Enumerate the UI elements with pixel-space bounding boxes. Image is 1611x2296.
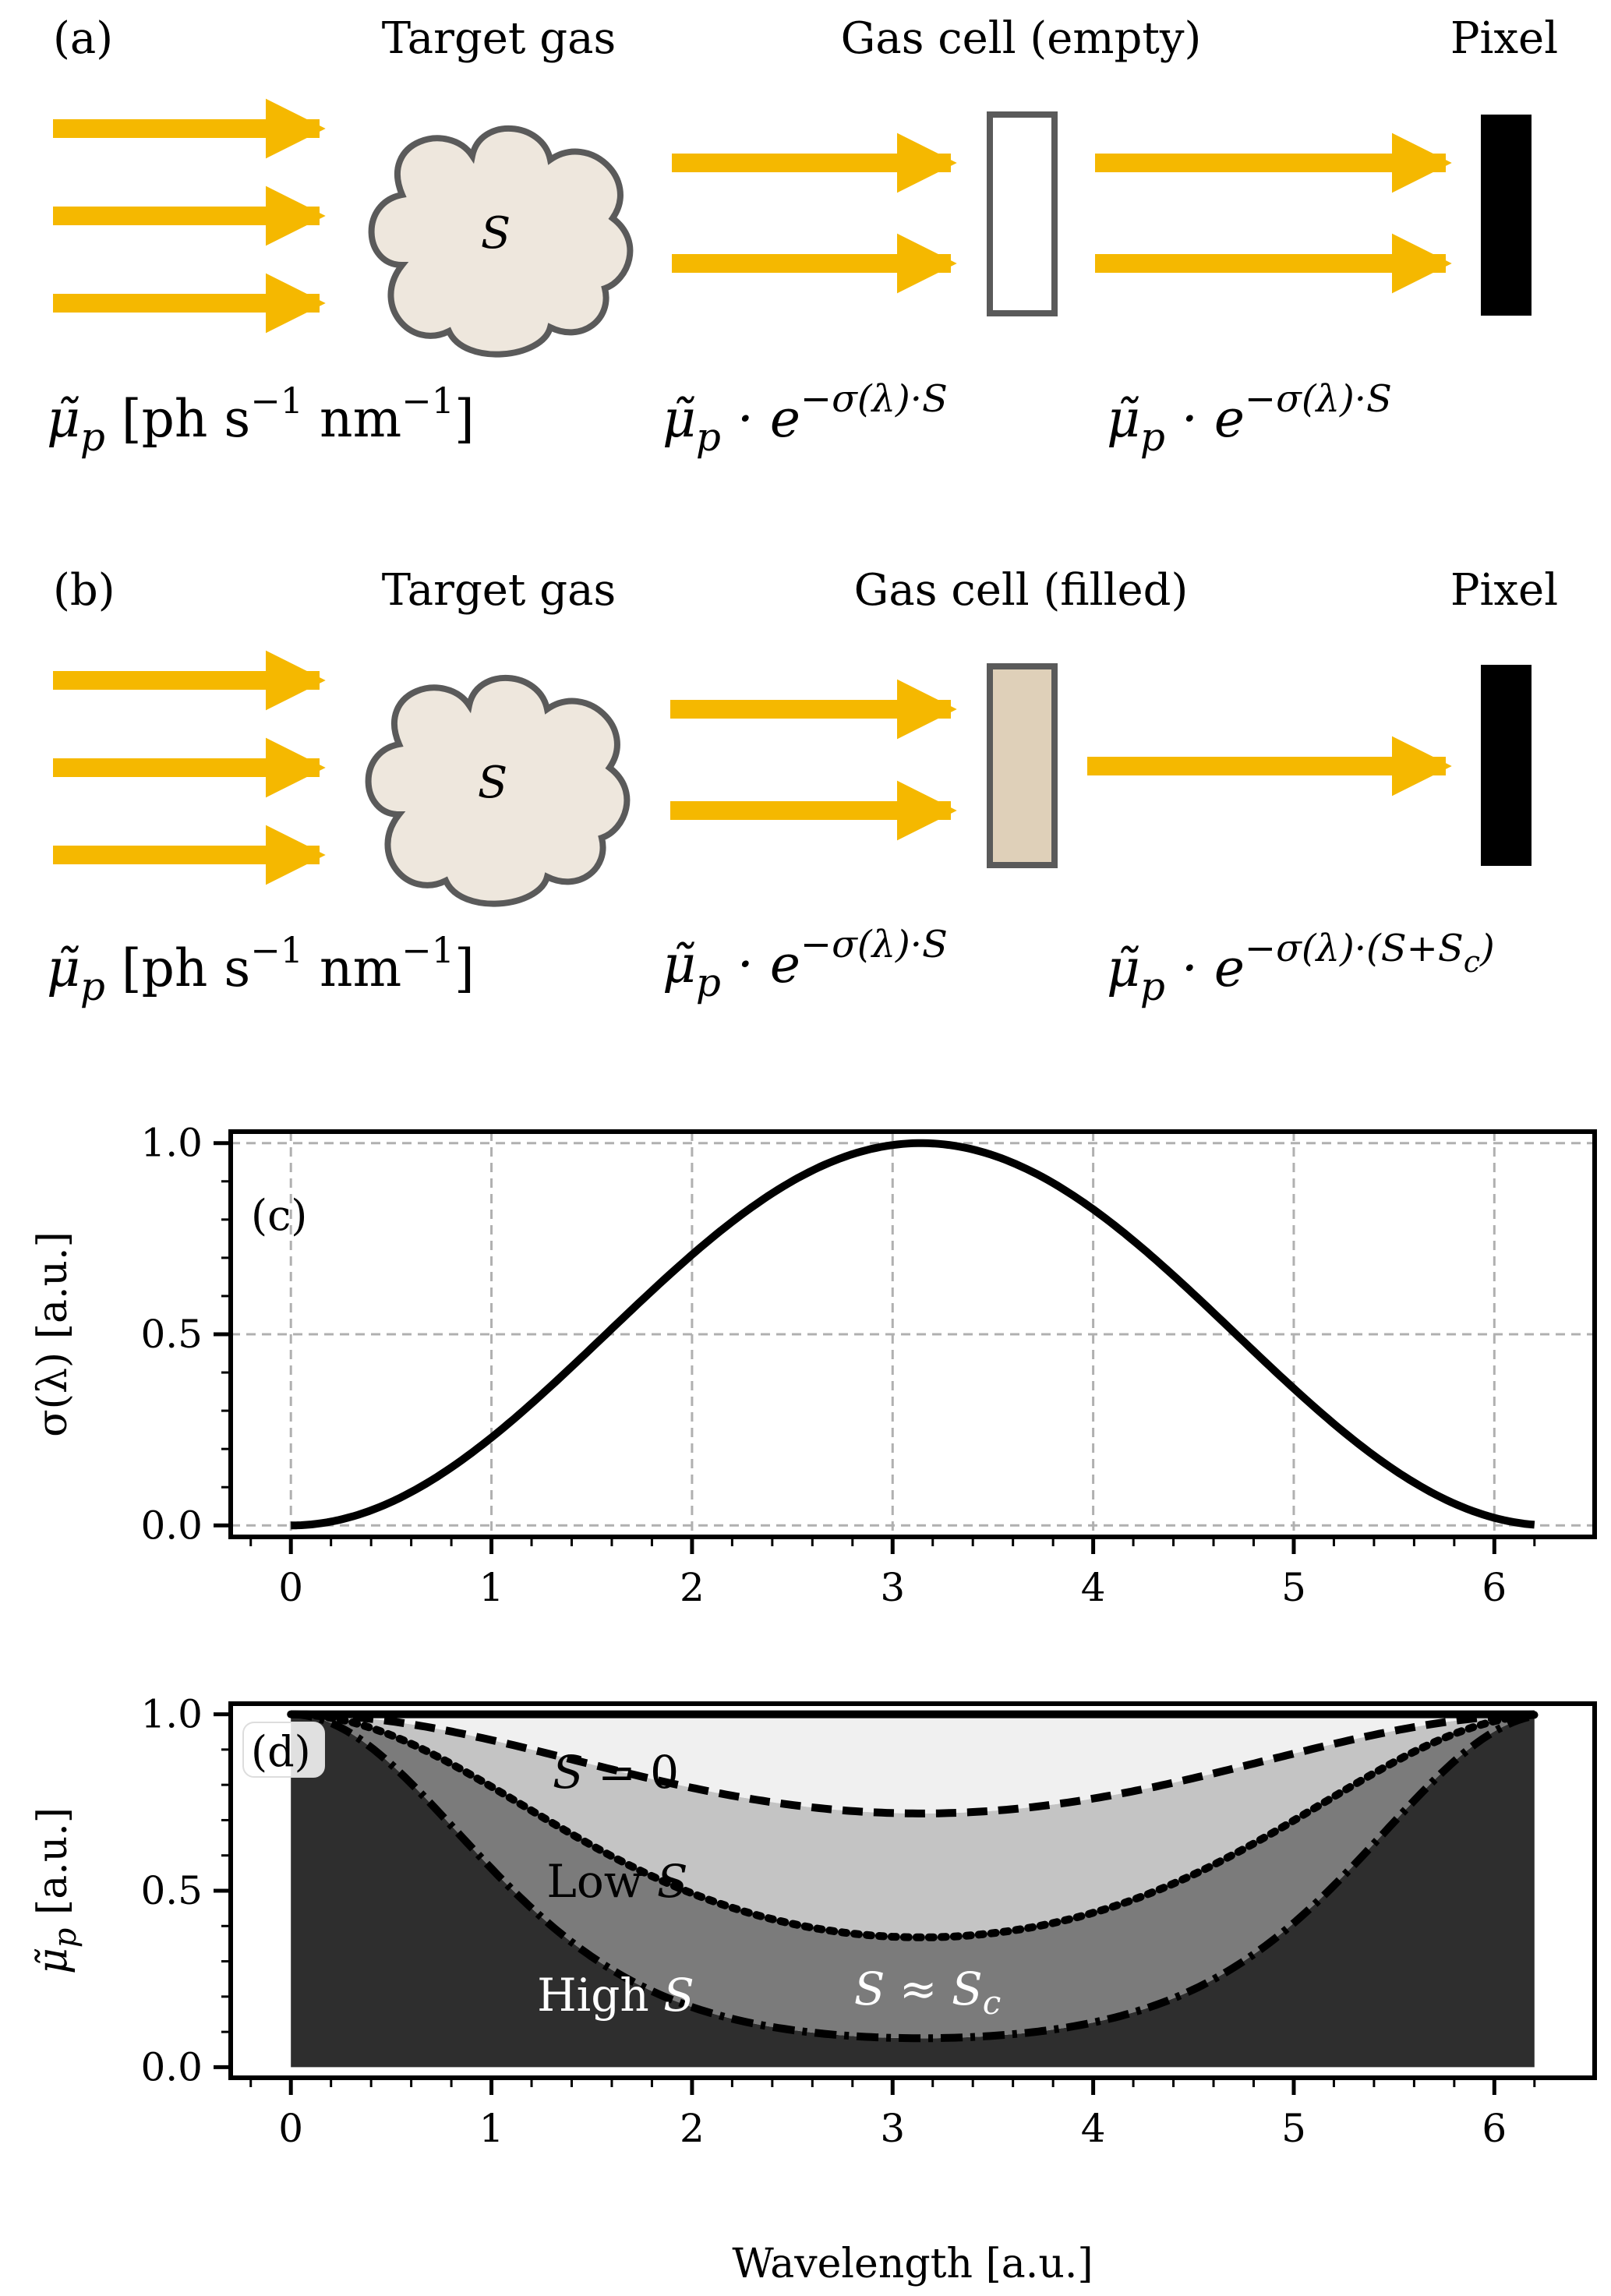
panel-b-flux-out: μ̃p · e−σ(λ)·(S+Sc) (1107, 927, 1495, 1009)
panel-a-flux-mid: μ̃p · e−σ(λ)·S (662, 377, 948, 460)
panel-a-gas-cell-title: Gas cell (empty) (841, 13, 1202, 64)
panel-b-pixel-detector (1481, 665, 1532, 866)
panel-a-outgoing-arrows (1095, 132, 1452, 294)
panel-c-frame (228, 1129, 1597, 1539)
panel-a-flux-out: μ̃p · e−σ(λ)·S (1107, 377, 1392, 460)
panel-d-ylabel: μ̃p [a.u.] (30, 1807, 83, 1974)
panel-a-target-gas-cloud: S (368, 125, 634, 358)
panel-a-middle-arrows (672, 132, 957, 294)
panel-a-tag: (a) (53, 13, 113, 64)
x-tick-label: 3 (880, 1565, 905, 1610)
panel-d-series-sc (291, 1710, 1535, 2043)
panel-a: (a) Target gas Gas cell (empty) Pixel S … (47, 13, 1558, 460)
panel-c-tag: (c) (251, 1191, 307, 1240)
x-tick-label: 3 (880, 2106, 905, 2151)
panel-a-cloud-label: S (481, 208, 511, 259)
panel-d-region-s0 (291, 1714, 1535, 1814)
panel-d-chart: 0 1 2 3 4 5 60.00.51.0 (d) S = 0 Low S High S … (30, 1692, 1597, 2287)
panel-d-series-low-s (291, 1710, 1535, 1817)
panel-c-grid (231, 1132, 1595, 1537)
panel-b-incoming-arrows (53, 650, 326, 885)
panel-c-sigma-curve (291, 1139, 1535, 1530)
panel-b-middle-arrows (670, 679, 957, 841)
y-tick-label: 0.0 (140, 2044, 203, 2089)
x-tick-label: 6 (1482, 2106, 1507, 2151)
x-tick-label: 4 (1081, 2106, 1106, 2151)
panel-d-label-s0: S = 0 (553, 1746, 679, 1799)
panel-c-ylabel: σ(λ) [a.u.] (30, 1231, 76, 1437)
x-tick-label: 6 (1482, 1565, 1507, 1610)
x-tick-label: 1 (479, 1565, 504, 1610)
panel-b-gas-cell-filled (987, 663, 1058, 868)
panel-a-target-gas-title: Target gas (382, 13, 616, 64)
panel-d-region-high-s (291, 1714, 1535, 2039)
x-tick-label: 5 (1281, 1565, 1306, 1610)
panel-b-flux-in: μ̃p [ph s−1 nm−1] (47, 929, 475, 1009)
panel-b-target-gas-title: Target gas (382, 565, 616, 616)
x-tick-label: 0 (278, 2106, 303, 2151)
panel-d-tick-labels: 0 1 2 3 4 5 6 0.0 0.5 1.0 (140, 1692, 1507, 2151)
panel-b: (b) Target gas Gas cell (filled) Pixel S… (47, 565, 1558, 1009)
panel-d-label-low-s: Low S (546, 1855, 687, 1908)
panel-a-flux-in: μ̃p [ph s−1 nm−1] (47, 380, 475, 460)
panel-d-frame (228, 1701, 1597, 2080)
panel-d-xlabel: Wavelength [a.u.] (732, 2241, 1093, 2287)
y-tick-label: 1.0 (140, 1121, 203, 1166)
panel-d-label-high-s: High S (537, 1969, 694, 2022)
cloud-icon (365, 675, 631, 907)
x-tick-label: 0 (278, 1565, 303, 1610)
x-tick-label: 1 (479, 2106, 504, 2151)
x-tick-label: 2 (680, 1565, 705, 1610)
y-tick-label: 0.0 (140, 1503, 203, 1548)
panel-b-cloud-label: S (478, 758, 507, 808)
y-tick-label: 0.5 (140, 1868, 203, 1913)
y-tick-label: 1.0 (140, 1692, 203, 1737)
panel-d-series-high-s (287, 1710, 1539, 1941)
x-tick-label: 5 (1281, 2106, 1306, 2151)
cloud-icon (368, 125, 634, 358)
panel-b-flux-mid: μ̃p · e−σ(λ)·S (662, 923, 948, 1005)
panel-d-label-sc: S ≈ Sc (854, 1962, 1001, 2022)
panel-b-gas-cell-title: Gas cell (filled) (854, 565, 1189, 616)
panel-b-target-gas-cloud: S (365, 675, 631, 907)
panel-a-pixel-title: Pixel (1450, 13, 1558, 64)
panel-b-pixel-title: Pixel (1450, 565, 1558, 616)
panel-d-region-sc (291, 1714, 1535, 2068)
panel-b-tag: (b) (53, 565, 115, 616)
panel-c-chart: 0 1 2 3 4 5 6 0.0 0.5 1.0 (c) σ(λ) [a.u.] (30, 1121, 1597, 1610)
panel-c-tick-labels: 0 1 2 3 4 5 6 0.0 0.5 1.0 (140, 1121, 1507, 1610)
panel-a-pixel-detector (1481, 115, 1532, 316)
panel-d-tag: (d) (251, 1727, 311, 1776)
y-tick-label: 0.5 (140, 1312, 203, 1357)
panel-d-tag-box (242, 1722, 325, 1778)
x-tick-label: 2 (680, 2106, 705, 2151)
panel-a-incoming-arrows (53, 98, 326, 334)
x-tick-label: 4 (1081, 1565, 1106, 1610)
panel-a-gas-cell-empty (987, 111, 1058, 316)
